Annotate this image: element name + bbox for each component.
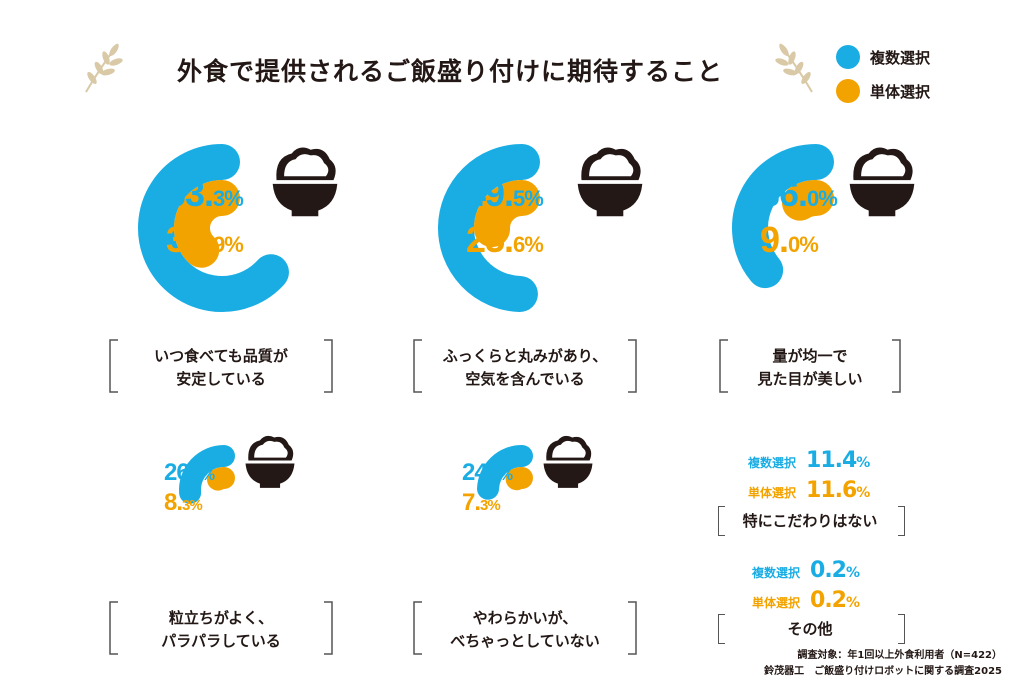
value-single-5: 7.3%	[462, 489, 500, 516]
value-multiple-4: 26.3%	[164, 459, 215, 486]
caption-bracket-left-1	[109, 339, 118, 393]
category-label-1-line-1: いつ食べても品質が	[154, 347, 289, 365]
legend-label-single: 単体選択	[870, 82, 931, 101]
category-label-2-line-2: 空気を含んでいる	[465, 370, 584, 388]
bar-single-1	[174, 180, 240, 268]
category-label-2-line-1: ふっくらと丸みがあり、	[443, 347, 607, 365]
category-label-3-line-2: 見た目が美しい	[756, 370, 862, 388]
caption-bracket-left-5	[413, 601, 422, 655]
value-multiple-1: 63.3%	[166, 173, 243, 214]
caption-bracket-left-4	[109, 601, 118, 655]
legend-swatch-multiple	[836, 45, 860, 69]
category-label-4-line-2: パラパラしている	[161, 632, 280, 650]
category-label-4-line-1: 粒立ちがよく、	[169, 609, 273, 627]
category-label-1-line-2: 安定している	[176, 370, 266, 388]
value-multiple-2: 49.5%	[466, 173, 543, 214]
legend-item-multiple: 複数選択	[836, 40, 930, 74]
caption-bracket-right-5	[628, 601, 637, 655]
bar-single-5	[505, 467, 533, 491]
wheat-left-icon	[78, 38, 128, 94]
value-multiple-5: 24.4%	[462, 459, 513, 486]
category-label-5-line-1: やわらかいが、	[473, 609, 578, 627]
category-label-5-line-2: べちゃっとしていない	[450, 632, 600, 650]
category-label-3-line-1: 量が均一で	[772, 347, 847, 365]
value-single-1: 37.9%	[166, 219, 243, 260]
bowl-body	[272, 183, 338, 217]
bowl-body	[543, 463, 593, 488]
bowl-body	[245, 463, 295, 488]
footnote-source: 鈴茂器工 ご飯盛り付けロボットに関する調査2025	[764, 666, 1002, 677]
rice-bowl-icon-3	[849, 147, 915, 217]
caption-bracket-left-2	[413, 339, 422, 393]
other-1-bracket-left	[718, 506, 725, 536]
caption-bracket-left-3	[719, 339, 728, 393]
rice-grain	[254, 440, 288, 458]
value-single-3: 9.0%	[760, 219, 818, 260]
rice-grain	[861, 154, 906, 177]
bowl-body	[577, 183, 643, 217]
legend-label-multiple: 複数選択	[870, 48, 931, 67]
footnote-survey: 調査対象：年1回以上外食利用者（N=422）	[797, 650, 1002, 661]
other-2-single-label: 単体選択	[752, 596, 801, 610]
bar-multiple-5	[477, 445, 533, 500]
wheat-right-icon	[770, 38, 820, 94]
bar-multiple-4	[179, 445, 235, 504]
other-1-multiple-value: 11.4%	[806, 448, 870, 473]
other-1-label: 特にこだわりはない	[742, 512, 878, 530]
other-2-bracket-right	[898, 614, 905, 644]
other-1-bracket-right	[898, 506, 905, 536]
rice-bowl-icon-1	[272, 147, 338, 217]
legend-swatch-single	[836, 79, 860, 103]
other-2-single-value: 0.2%	[810, 588, 860, 613]
rice-grain	[284, 154, 329, 177]
value-multiple-3: 36.0%	[760, 173, 837, 214]
bar-multiple-3	[732, 144, 834, 289]
other-2-multiple-label: 複数選択	[752, 566, 801, 580]
bar-multiple-2	[438, 144, 540, 312]
value-single-2: 25.6%	[466, 219, 543, 260]
chart-title: 外食で提供されるご飯盛り付けに期待すること	[176, 57, 723, 86]
other-2-single-row: 単体選択 0.2%	[752, 588, 860, 613]
bowl-body	[849, 183, 915, 217]
other-1-single-row: 単体選択 11.6%	[748, 478, 870, 503]
rice-grain	[552, 440, 586, 458]
value-single-4: 8.3%	[164, 489, 202, 516]
caption-bracket-right-4	[324, 601, 333, 655]
other-2-multiple-row: 複数選択 0.2%	[752, 558, 860, 583]
other-1-multiple-label: 複数選択	[748, 456, 797, 470]
other-1-single-value: 11.6%	[806, 478, 870, 503]
bar-single-2	[474, 180, 540, 248]
caption-bracket-right-2	[628, 339, 637, 393]
rice-bowl-icon-2	[577, 147, 643, 217]
other-2-label: その他	[787, 620, 833, 638]
other-1-single-label: 単体選択	[748, 486, 797, 500]
bar-single-4	[207, 467, 235, 491]
legend-item-single: 単体選択	[836, 74, 930, 108]
other-1-multiple-row: 複数選択 11.4%	[748, 448, 870, 473]
other-2-bracket-left	[718, 614, 725, 644]
legend: 複数選択 単体選択	[836, 40, 930, 108]
rice-bowl-icon-5	[543, 435, 593, 488]
other-2-multiple-value: 0.2%	[810, 558, 860, 583]
caption-bracket-right-3	[892, 339, 901, 393]
bar-single-3	[781, 180, 834, 221]
rice-bowl-icon-4	[245, 435, 295, 488]
bar-multiple-1	[138, 144, 289, 312]
caption-bracket-right-1	[324, 339, 333, 393]
rice-grain	[589, 154, 634, 177]
